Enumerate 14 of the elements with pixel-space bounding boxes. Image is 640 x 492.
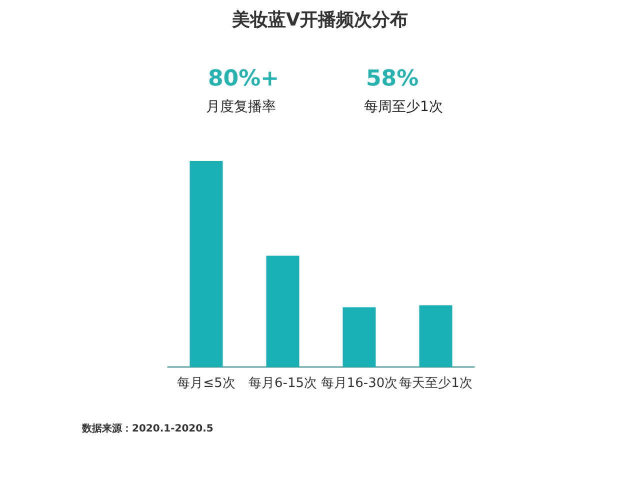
bar xyxy=(266,256,300,367)
text: 月度复播率 xyxy=(206,99,276,115)
x-tick-label: 每月≤5次 xyxy=(177,376,236,391)
x-tick-label: 每月16-30次 xyxy=(320,376,398,391)
text: 58% xyxy=(366,66,419,92)
x-tick-label: 每天至少1次 xyxy=(399,376,472,391)
bar xyxy=(419,305,452,367)
text: 80%+ xyxy=(208,66,280,92)
x-tick-label: 每月6-15次 xyxy=(248,376,318,391)
text: 每周至少1次 xyxy=(364,99,443,115)
bar xyxy=(190,161,223,367)
source-note: 数据来源：2020.1-2020.5 xyxy=(81,422,214,434)
chart-title: 美妆蓝V开播频次分布 xyxy=(231,10,408,30)
bar xyxy=(342,307,376,367)
